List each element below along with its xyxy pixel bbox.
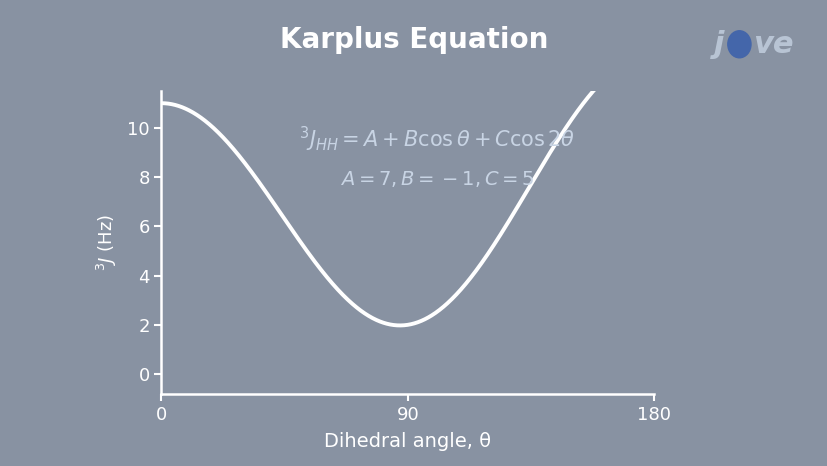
Text: $A = 7, B = -1, C = 5$: $A = 7, B = -1, C = 5$ — [340, 169, 534, 189]
X-axis label: Dihedral angle, θ: Dihedral angle, θ — [324, 432, 490, 451]
Text: ve: ve — [753, 30, 793, 59]
Text: $^3J_{HH} = A + B\cos\theta + C\cos 2\theta$: $^3J_{HH} = A + B\cos\theta + C\cos 2\th… — [299, 125, 575, 154]
Text: j: j — [713, 30, 724, 59]
Ellipse shape — [727, 31, 750, 58]
Y-axis label: $^3J$ (Hz): $^3J$ (Hz) — [94, 214, 118, 271]
Text: Karplus Equation: Karplus Equation — [280, 26, 547, 54]
